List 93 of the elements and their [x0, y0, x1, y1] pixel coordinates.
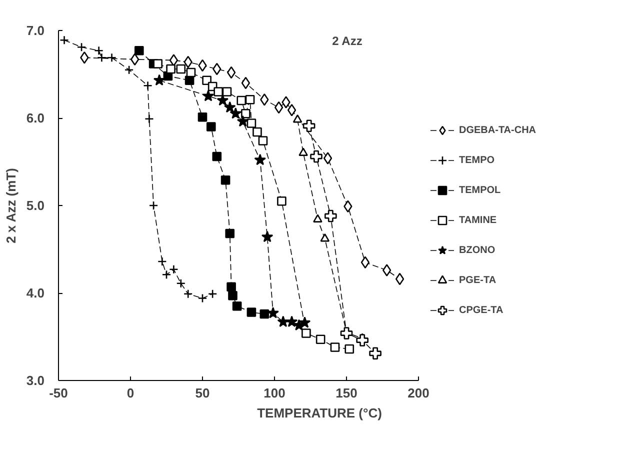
point: [323, 152, 332, 164]
point: [369, 347, 382, 360]
point: [225, 228, 235, 238]
point: [97, 52, 106, 62]
point: [241, 108, 250, 118]
y-tick-label: 6.0: [26, 110, 45, 126]
x-tick-label: 100: [264, 386, 286, 400]
point: [241, 76, 250, 90]
legend-label: TEMPO: [459, 154, 495, 166]
point: [282, 96, 290, 108]
point: [246, 118, 256, 128]
point: [302, 328, 311, 338]
legend-label: DGEBA-TA-CHA: [459, 124, 536, 136]
point: [148, 200, 158, 210]
y-tick-label: 4.0: [26, 286, 45, 300]
legend-label: CPGE-TA: [459, 304, 504, 316]
point: [232, 301, 242, 311]
point: [302, 120, 316, 132]
y-tick-label: 7.0: [26, 23, 45, 38]
point: [310, 150, 322, 163]
point: [158, 256, 167, 266]
y-tick-label: 5.0: [26, 198, 45, 213]
point: [198, 294, 208, 303]
point: [162, 270, 172, 280]
point: [360, 256, 370, 269]
legend-label: PGE-TA: [459, 274, 496, 286]
point: [245, 94, 255, 104]
point: [261, 230, 274, 242]
point: [169, 54, 178, 66]
x-tick-label: 150: [336, 386, 358, 400]
point: [344, 344, 354, 354]
x-tick-label: 0: [126, 386, 134, 400]
point: [186, 68, 196, 78]
point: [202, 90, 214, 102]
point: [206, 122, 216, 132]
point: [330, 342, 340, 352]
point: [277, 196, 286, 206]
annotation: 2 Azz: [332, 34, 362, 48]
point: [153, 74, 166, 86]
point: [124, 65, 134, 75]
point: [134, 46, 144, 56]
point: [60, 35, 69, 45]
point: [224, 101, 236, 113]
point: [252, 127, 262, 137]
legend-label: TEMPOL: [459, 184, 501, 196]
point: [143, 80, 152, 90]
point: [260, 309, 270, 319]
point: [107, 52, 116, 62]
point: [258, 136, 268, 146]
point: [222, 87, 232, 96]
y-axis-title: 2 x Azz (mT): [3, 168, 18, 244]
x-tick-label: 50: [195, 386, 210, 400]
point: [214, 87, 223, 96]
point: [76, 42, 86, 52]
point: [236, 96, 246, 106]
point: [246, 308, 256, 317]
point: [254, 154, 266, 166]
point: [226, 282, 236, 292]
point: [169, 264, 178, 274]
x-axis-title: TEMPERATURE (°C): [257, 406, 382, 420]
point: [313, 214, 322, 222]
x-tick-label: 200: [408, 386, 430, 400]
point: [316, 334, 326, 344]
point: [340, 327, 353, 340]
point: [198, 112, 208, 122]
point: [228, 290, 238, 300]
y-tick-label: 3.0: [26, 373, 45, 388]
point: [236, 115, 249, 127]
x-tick-label: -50: [49, 386, 68, 400]
point: [208, 289, 218, 299]
point: [287, 104, 296, 116]
point: [216, 94, 229, 106]
point: [320, 233, 330, 242]
point: [153, 59, 163, 68]
point: [220, 175, 230, 185]
point: [298, 148, 308, 156]
point: [298, 316, 311, 328]
point: [166, 64, 176, 74]
point: [183, 289, 193, 299]
point: [395, 272, 404, 286]
point: [176, 278, 186, 288]
point: [324, 210, 337, 222]
point: [212, 152, 222, 162]
legend-label: TAMINE: [459, 214, 497, 226]
legend-label: BZONO: [459, 244, 496, 256]
point: [356, 334, 368, 346]
point: [230, 107, 242, 119]
point: [94, 46, 104, 56]
point: [292, 114, 302, 123]
point: [144, 114, 154, 124]
point: [226, 66, 236, 79]
point: [382, 264, 392, 276]
point: [176, 64, 186, 74]
